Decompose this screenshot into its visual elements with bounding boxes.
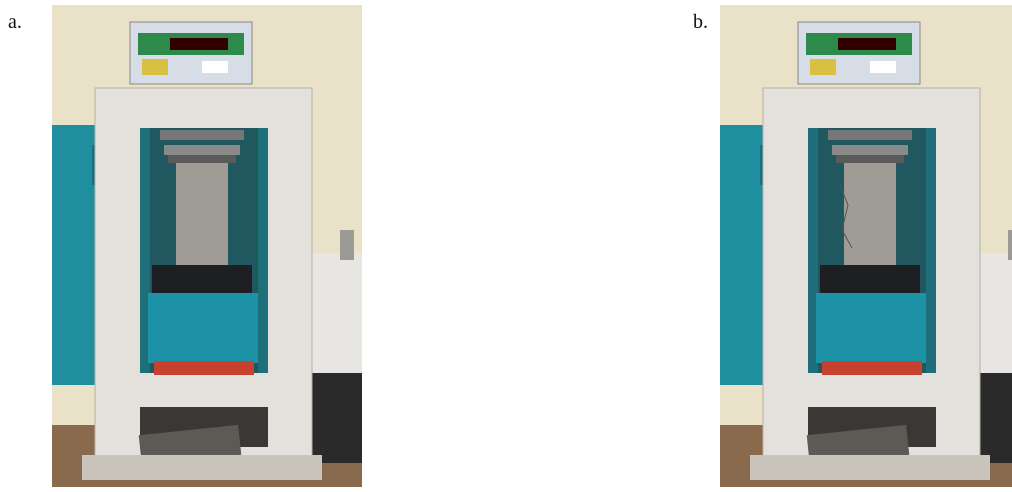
photo-a <box>52 5 362 487</box>
crack <box>839 184 853 249</box>
panel-label: a. <box>8 11 22 33</box>
panel-label: b. <box>693 11 708 33</box>
photo-b <box>720 5 1012 487</box>
